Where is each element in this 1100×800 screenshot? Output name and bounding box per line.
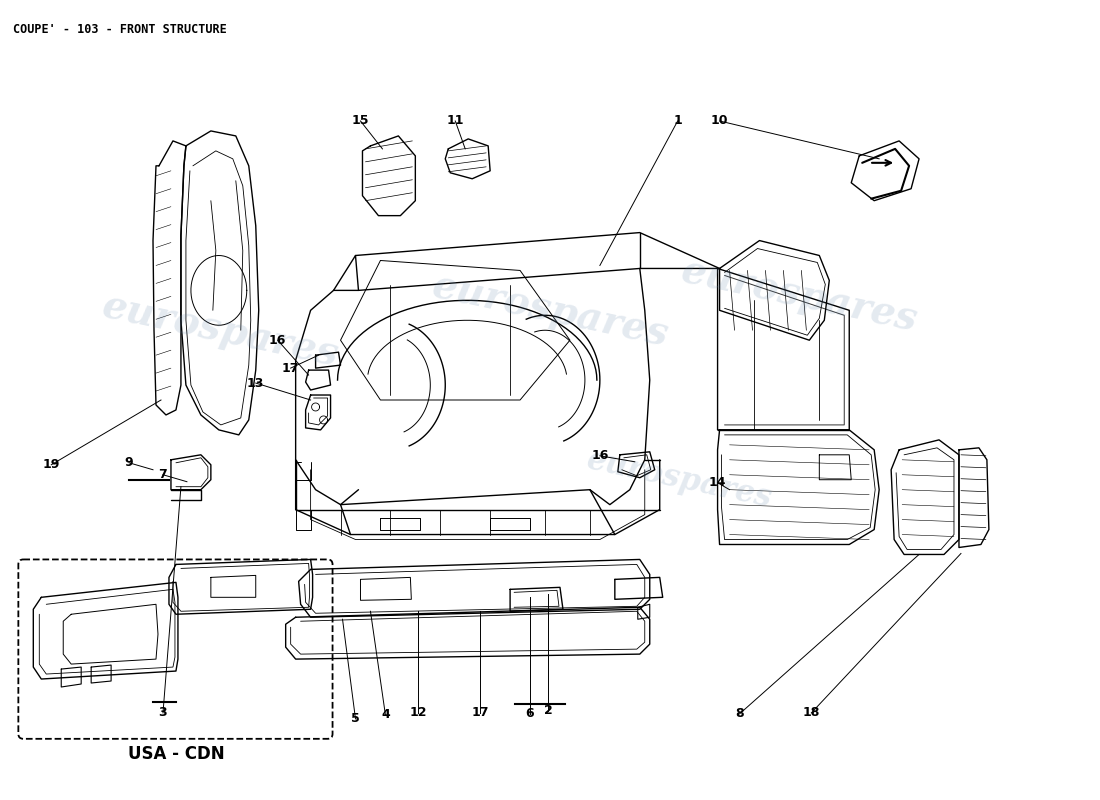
Text: 7: 7: [158, 468, 167, 482]
Text: 18: 18: [803, 706, 820, 719]
Text: 16: 16: [591, 450, 608, 462]
Text: 12: 12: [409, 706, 427, 719]
Text: eurospares: eurospares: [428, 266, 672, 354]
Text: 17: 17: [472, 706, 488, 719]
Text: 14: 14: [708, 476, 726, 490]
Text: COUPE' - 103 - FRONT STRUCTURE: COUPE' - 103 - FRONT STRUCTURE: [13, 23, 227, 36]
Text: 2: 2: [543, 705, 552, 718]
Text: 10: 10: [711, 114, 728, 127]
Text: 17: 17: [282, 362, 299, 374]
Text: 15: 15: [352, 114, 370, 127]
Text: eurospares: eurospares: [678, 252, 921, 339]
Text: eurospares: eurospares: [99, 286, 342, 374]
Text: 5: 5: [351, 712, 360, 726]
Text: 9: 9: [124, 456, 133, 470]
Text: eurospares: eurospares: [584, 445, 776, 514]
Text: 8: 8: [735, 707, 744, 721]
Text: 16: 16: [270, 334, 286, 346]
Text: 13: 13: [248, 377, 264, 390]
Text: 3: 3: [158, 706, 167, 719]
Text: 1: 1: [673, 114, 682, 127]
Text: 4: 4: [381, 709, 389, 722]
Text: 19: 19: [43, 458, 60, 471]
Text: 6: 6: [526, 707, 535, 721]
Text: 11: 11: [447, 114, 464, 127]
Text: USA - CDN: USA - CDN: [128, 745, 224, 762]
